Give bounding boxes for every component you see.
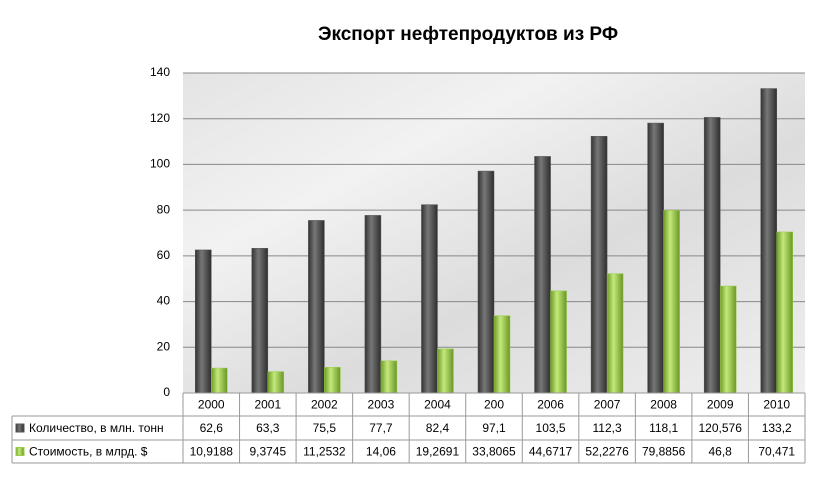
value-label: 82,4 <box>426 421 450 435</box>
x-tick-label: 2009 <box>707 398 734 412</box>
bar <box>534 156 551 394</box>
value-label: 10,9188 <box>190 445 234 459</box>
bar <box>421 204 438 394</box>
bar <box>760 88 777 394</box>
x-tick-label: 2002 <box>311 398 338 412</box>
value-label: 52,2276 <box>585 445 629 459</box>
value-label: 97,1 <box>482 421 506 435</box>
bar <box>606 273 624 394</box>
x-tick-label: 2004 <box>424 398 451 412</box>
value-label: 103,5 <box>536 421 566 435</box>
value-label: 120,576 <box>698 421 742 435</box>
value-label: 63,3 <box>256 421 280 435</box>
bar <box>590 136 608 394</box>
y-tick-label: 20 <box>157 339 171 353</box>
chart-title: Экспорт нефтепродуктов из РФ <box>318 24 618 45</box>
bar <box>251 248 269 394</box>
x-tick-label: 2000 <box>198 398 225 412</box>
bar <box>776 231 793 394</box>
value-label: 46,8 <box>709 445 733 459</box>
bar <box>437 348 454 394</box>
x-tick-label: 200 <box>484 398 504 412</box>
bar <box>380 360 398 394</box>
bar <box>647 122 664 394</box>
legend-key <box>15 447 25 456</box>
value-label: 79,8856 <box>642 445 686 459</box>
value-label: 133,2 <box>762 421 792 435</box>
bar <box>364 215 382 394</box>
y-tick-label: 100 <box>150 157 170 171</box>
value-label: 11,2532 <box>303 445 346 459</box>
y-tick-label: 140 <box>150 65 170 79</box>
value-label: 70,471 <box>758 445 795 459</box>
bar <box>550 290 567 394</box>
bar <box>493 315 511 394</box>
value-label: 75,5 <box>313 421 337 435</box>
y-tick-label: 0 <box>163 385 170 399</box>
bar <box>663 210 680 394</box>
x-tick-label: 2007 <box>594 398 621 412</box>
legend-label: Количество, в млн. тонн <box>29 421 164 435</box>
value-label: 33,8065 <box>472 445 516 459</box>
y-tick-label: 80 <box>157 202 171 216</box>
legend-label: Стоимость, в млрд. $ <box>29 445 148 459</box>
y-tick-label: 60 <box>157 248 171 262</box>
bar <box>477 170 495 394</box>
value-label: 62,6 <box>200 421 224 435</box>
x-tick-label: 2003 <box>368 398 395 412</box>
x-tick-label: 2006 <box>537 398 564 412</box>
value-label: 112,3 <box>593 421 622 435</box>
value-label: 118,1 <box>649 421 678 435</box>
bar <box>308 220 325 394</box>
bar <box>267 371 285 394</box>
bar <box>703 117 721 394</box>
value-label: 77,7 <box>369 421 393 435</box>
x-tick-label: 2008 <box>650 398 677 412</box>
y-tick-label: 40 <box>157 294 171 308</box>
legend-key <box>15 423 25 433</box>
y-tick-label: 120 <box>150 111 170 125</box>
bar <box>719 285 737 394</box>
x-tick-label: 2010 <box>763 398 790 412</box>
bar <box>324 367 341 394</box>
value-label: 44,6717 <box>529 445 573 459</box>
value-label: 9,3745 <box>249 445 286 459</box>
value-label: 14,06 <box>366 445 396 459</box>
bar <box>211 367 228 394</box>
bar <box>195 249 212 394</box>
value-label: 19,2691 <box>416 445 460 459</box>
x-tick-label: 2001 <box>254 398 281 412</box>
